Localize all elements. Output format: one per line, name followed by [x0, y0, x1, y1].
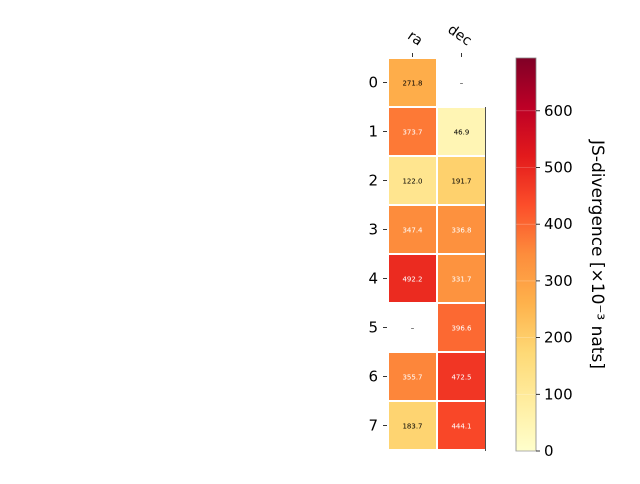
heatmap-cell — [389, 353, 436, 400]
column-label: dec — [445, 22, 475, 50]
heatmap-cell-label: 472.5 — [451, 374, 471, 382]
heatmap-cell — [389, 255, 436, 302]
heatmap-cell-label: 183.7 — [402, 423, 422, 431]
heatmap-cell-label: 373.7 — [402, 129, 422, 137]
heatmap-cell — [438, 206, 485, 253]
colorbar-tick-label: 200 — [544, 329, 573, 347]
heatmap-cell-label: 396.6 — [451, 325, 472, 333]
row-label: 0 — [368, 74, 378, 92]
heatmap-cell — [389, 402, 436, 449]
heatmap-cell — [389, 206, 436, 253]
heatmap-cell-label: 355.7 — [402, 374, 422, 382]
colorbar-tick-label: 600 — [544, 102, 573, 120]
heatmap-cell — [438, 353, 485, 400]
heatmap-cell — [438, 157, 485, 204]
heatmap-cell-label: 336.8 — [451, 227, 471, 235]
heatmap-cell — [438, 255, 485, 302]
row-label: 4 — [368, 270, 378, 288]
heatmap-cell — [438, 304, 485, 351]
heatmap-cell — [438, 402, 485, 449]
heatmap-cell — [389, 59, 436, 106]
heatmap-cell-label: 347.4 — [402, 227, 423, 235]
column-label: ra — [404, 28, 425, 49]
heatmap-cell-label: 492.2 — [402, 276, 422, 284]
heatmap-cell-label: 331.7 — [451, 276, 471, 284]
heatmap-cell-label: 46.9 — [454, 129, 470, 137]
row-label: 7 — [368, 417, 378, 435]
row-label: 3 — [368, 221, 378, 239]
heatmap-missing-label: – — [411, 325, 415, 333]
heatmap-cell — [438, 108, 485, 155]
colorbar-tick-label: 0 — [544, 442, 554, 460]
row-label: 2 — [368, 172, 378, 190]
colorbar-tick-label: 100 — [544, 385, 573, 403]
colorbar-tick-label: 500 — [544, 158, 573, 176]
heatmap-cells: 271.8 – 373.7 46.9 122.0 191.7 347.4 336.8 492.2… — [389, 59, 485, 449]
heatmap-cell-label: 191.7 — [451, 178, 471, 186]
colorbar-gradient — [515, 57, 537, 452]
row-label: 5 — [368, 319, 378, 337]
colorbar-label: JS-divergence [×10⁻³ nats] — [587, 139, 607, 369]
heatmap-cell — [389, 108, 436, 155]
heatmap-missing-label: – — [460, 80, 464, 88]
heatmap-cell-label: 271.8 — [402, 80, 422, 88]
heatmap-cell-label: 122.0 — [402, 178, 422, 186]
colorbar-tick-label: 300 — [544, 272, 573, 290]
heatmap-cell — [389, 157, 436, 204]
row-label: 1 — [368, 123, 378, 141]
colorbar: 0 100 200 300 400 500 600 JS-divergence [×10⁻³ … — [515, 57, 607, 460]
row-label: 6 — [368, 368, 378, 386]
heatmap-cell-label: 444.1 — [451, 423, 471, 431]
colorbar-tick-label: 400 — [544, 215, 573, 233]
